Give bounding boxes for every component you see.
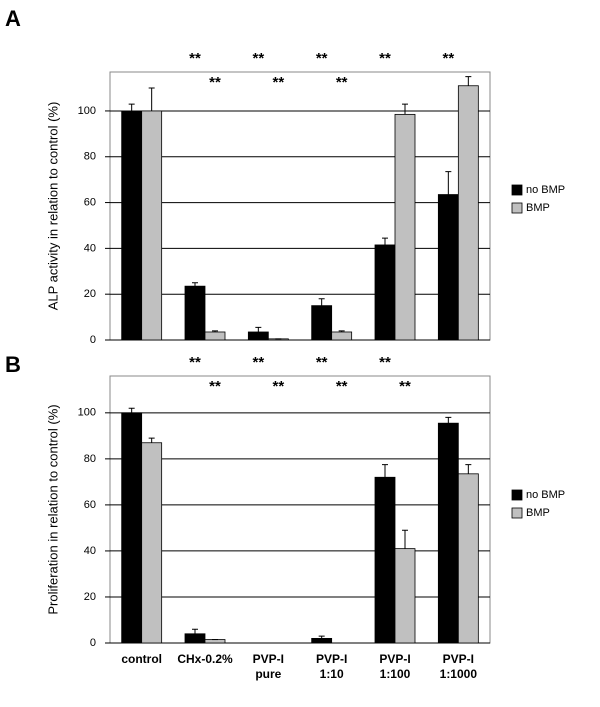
- y-axis-label: ALP activity in relation to control (%): [45, 102, 60, 311]
- error-bar: [148, 437, 155, 443]
- bar: [184, 285, 206, 341]
- significance: **: [209, 378, 221, 395]
- x-tick-label: PVP-I: [253, 652, 284, 666]
- bar: [394, 113, 416, 341]
- bar: [141, 442, 163, 644]
- error-bar: [402, 529, 408, 549]
- significance: **: [442, 50, 454, 67]
- legend-swatch: [511, 184, 523, 196]
- x-tick-label: 1:100: [380, 667, 411, 681]
- error-bar: [465, 464, 472, 474]
- bar: [374, 476, 396, 644]
- bar: [121, 412, 143, 644]
- error-bar: [318, 298, 325, 306]
- y-tick-label: 100: [78, 407, 96, 419]
- y-tick-label: 40: [84, 545, 96, 557]
- legend-swatch: [511, 202, 523, 214]
- error-bar: [192, 628, 198, 634]
- legend-label: BMP: [526, 507, 550, 519]
- error-bar: [318, 635, 325, 639]
- legend-swatch: [511, 489, 523, 501]
- y-tick-label: 80: [84, 151, 96, 163]
- error-bar: [148, 87, 155, 111]
- bar: [437, 422, 459, 644]
- bar: [121, 110, 143, 341]
- bar: [457, 85, 479, 341]
- error-bar: [212, 330, 218, 332]
- bar: [204, 639, 226, 644]
- bar: [457, 473, 479, 644]
- y-tick-label: 60: [84, 499, 96, 511]
- significance: **: [336, 378, 348, 395]
- y-tick-label: 0: [90, 637, 96, 649]
- significance: **: [272, 74, 284, 91]
- plot-frame: [109, 375, 491, 644]
- error-bar: [192, 282, 198, 287]
- x-tick-label: pure: [255, 667, 281, 681]
- x-tick-label: PVP-I: [443, 652, 474, 666]
- significance: **: [399, 378, 411, 395]
- significance: **: [209, 74, 221, 91]
- error-bar: [255, 326, 262, 332]
- significance: **: [379, 50, 391, 67]
- y-tick-label: 80: [84, 453, 96, 465]
- y-tick-label: 40: [84, 242, 96, 254]
- error-bar: [382, 237, 388, 245]
- significance: **: [316, 354, 328, 371]
- error-bar: [402, 103, 408, 115]
- y-tick-label: 20: [84, 591, 96, 603]
- bar: [247, 331, 269, 341]
- legend-label: BMP: [526, 202, 550, 214]
- bar: [374, 244, 396, 341]
- x-tick-label: control: [121, 652, 162, 666]
- panel-letter: A: [5, 6, 21, 31]
- y-tick-label: 60: [84, 196, 96, 208]
- significance: **: [316, 50, 328, 67]
- significance: **: [189, 50, 201, 67]
- significance: **: [189, 354, 201, 371]
- bar: [311, 637, 333, 644]
- error-bar: [465, 76, 472, 86]
- significance: **: [252, 354, 264, 371]
- legend-label: no BMP: [526, 184, 565, 196]
- x-tick-label: 1:1000: [440, 667, 478, 681]
- x-tick-label: PVP-I: [316, 652, 347, 666]
- bar: [184, 633, 206, 644]
- significance: **: [336, 74, 348, 91]
- plot-frame: [109, 71, 491, 341]
- bar: [311, 305, 333, 341]
- legend-label: no BMP: [526, 489, 565, 501]
- y-tick-label: 0: [90, 334, 96, 346]
- error-bar: [128, 103, 135, 111]
- x-tick-label: CHx-0.2%: [177, 652, 233, 666]
- error-bar: [338, 330, 345, 332]
- bar: [331, 331, 353, 341]
- y-tick-label: 100: [78, 105, 96, 117]
- error-bar: [128, 407, 135, 413]
- significance: **: [252, 50, 264, 67]
- x-tick-label: PVP-I: [379, 652, 410, 666]
- y-tick-label: 20: [84, 288, 96, 300]
- panel-letter: B: [5, 352, 21, 377]
- y-axis-label: Proliferation in relation to control (%): [45, 404, 60, 614]
- legend-swatch: [511, 507, 523, 519]
- bar: [204, 331, 226, 341]
- significance: **: [379, 354, 391, 371]
- x-tick-label: 1:10: [320, 667, 344, 681]
- significance: **: [272, 378, 284, 395]
- error-bar: [445, 416, 452, 424]
- bar: [141, 110, 163, 341]
- bar: [394, 548, 416, 644]
- bar: [437, 194, 459, 341]
- error-bar: [445, 171, 452, 195]
- error-bar: [382, 464, 388, 478]
